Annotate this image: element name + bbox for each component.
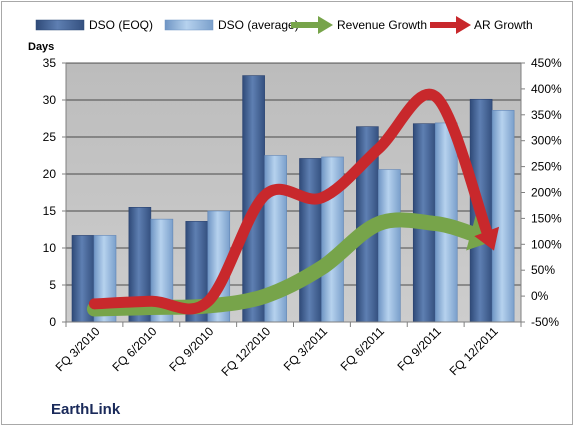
legend-arrow-icon-ar-growth bbox=[430, 16, 471, 34]
y2-tick-label: 200% bbox=[531, 186, 562, 200]
legend-label-revenue-growth: Revenue Growth bbox=[337, 18, 427, 32]
x-tick-label: FQ 9/2010 bbox=[166, 324, 216, 374]
y2-tick-label: 350% bbox=[531, 108, 562, 122]
y2-axis-ticks: -50% 0% 50% 100% 150% 200% 250% 300% 350% 400% 450… bbox=[521, 56, 562, 329]
y2-tick-label: 450% bbox=[531, 56, 562, 70]
legend-label-ar-growth: AR Growth bbox=[474, 18, 533, 32]
x-tick-label: FQ 3/2010 bbox=[53, 324, 103, 374]
line-revenue-growth bbox=[86, 212, 479, 317]
legend-swatch-dso-average bbox=[164, 19, 214, 31]
legend-swatch-dso-eoq bbox=[35, 19, 85, 31]
legend-label-dso-eoq: DSO (EOQ) bbox=[89, 18, 153, 32]
bar-dso-average bbox=[378, 169, 401, 323]
x-tick-label: FQ 6/2010 bbox=[109, 324, 159, 374]
y2-tick-label: 0% bbox=[531, 289, 549, 303]
y-tick-label: 30 bbox=[43, 93, 57, 107]
x-tick-label: FQ 9/2011 bbox=[394, 324, 444, 374]
series-lines bbox=[86, 88, 500, 317]
y2-tick-label: 300% bbox=[531, 134, 562, 148]
bar-dso-average bbox=[491, 110, 515, 323]
y-axis-ticks: 0 5 10 15 20 25 30 35 bbox=[43, 56, 66, 329]
company-name: EarthLink bbox=[51, 401, 121, 418]
x-axis-ticks: FQ 3/2010 FQ 6/2010 FQ 9/2010 FQ 12/2010 FQ … bbox=[53, 322, 522, 379]
y2-tick-label: 150% bbox=[531, 211, 562, 225]
x-tick-label: FQ 12/2011 bbox=[447, 324, 501, 378]
y2-tick-label: 100% bbox=[531, 237, 562, 251]
y-tick-label: 35 bbox=[43, 56, 57, 70]
bar-dso-eoq bbox=[299, 158, 322, 323]
legend-label-dso-average: DSO (average) bbox=[218, 18, 299, 32]
line-ar-growth bbox=[88, 88, 493, 315]
y-tick-label: 5 bbox=[49, 278, 56, 292]
y2-tick-label: -50% bbox=[531, 315, 559, 329]
y2-tick-label: 400% bbox=[531, 82, 562, 96]
y2-tick-label: 250% bbox=[531, 160, 562, 174]
y-tick-label: 20 bbox=[43, 167, 57, 181]
y-axis-title: Days bbox=[28, 41, 54, 53]
x-tick-label: FQ 6/2011 bbox=[338, 324, 388, 374]
y2-tick-label: 50% bbox=[531, 263, 555, 277]
arrowhead-ar-growth bbox=[474, 226, 500, 251]
legend: DSO (EOQ) DSO (average) Revenue Growth A… bbox=[35, 16, 533, 34]
y-tick-label: 10 bbox=[43, 241, 57, 255]
x-tick-label: FQ 3/2011 bbox=[281, 324, 331, 374]
y-tick-label: 0 bbox=[49, 315, 56, 329]
y-tick-label: 25 bbox=[43, 130, 57, 144]
legend-arrow-icon-revenue-growth bbox=[291, 16, 333, 34]
x-tick-label: FQ 12/2010 bbox=[218, 324, 273, 379]
y-tick-label: 15 bbox=[43, 204, 57, 218]
